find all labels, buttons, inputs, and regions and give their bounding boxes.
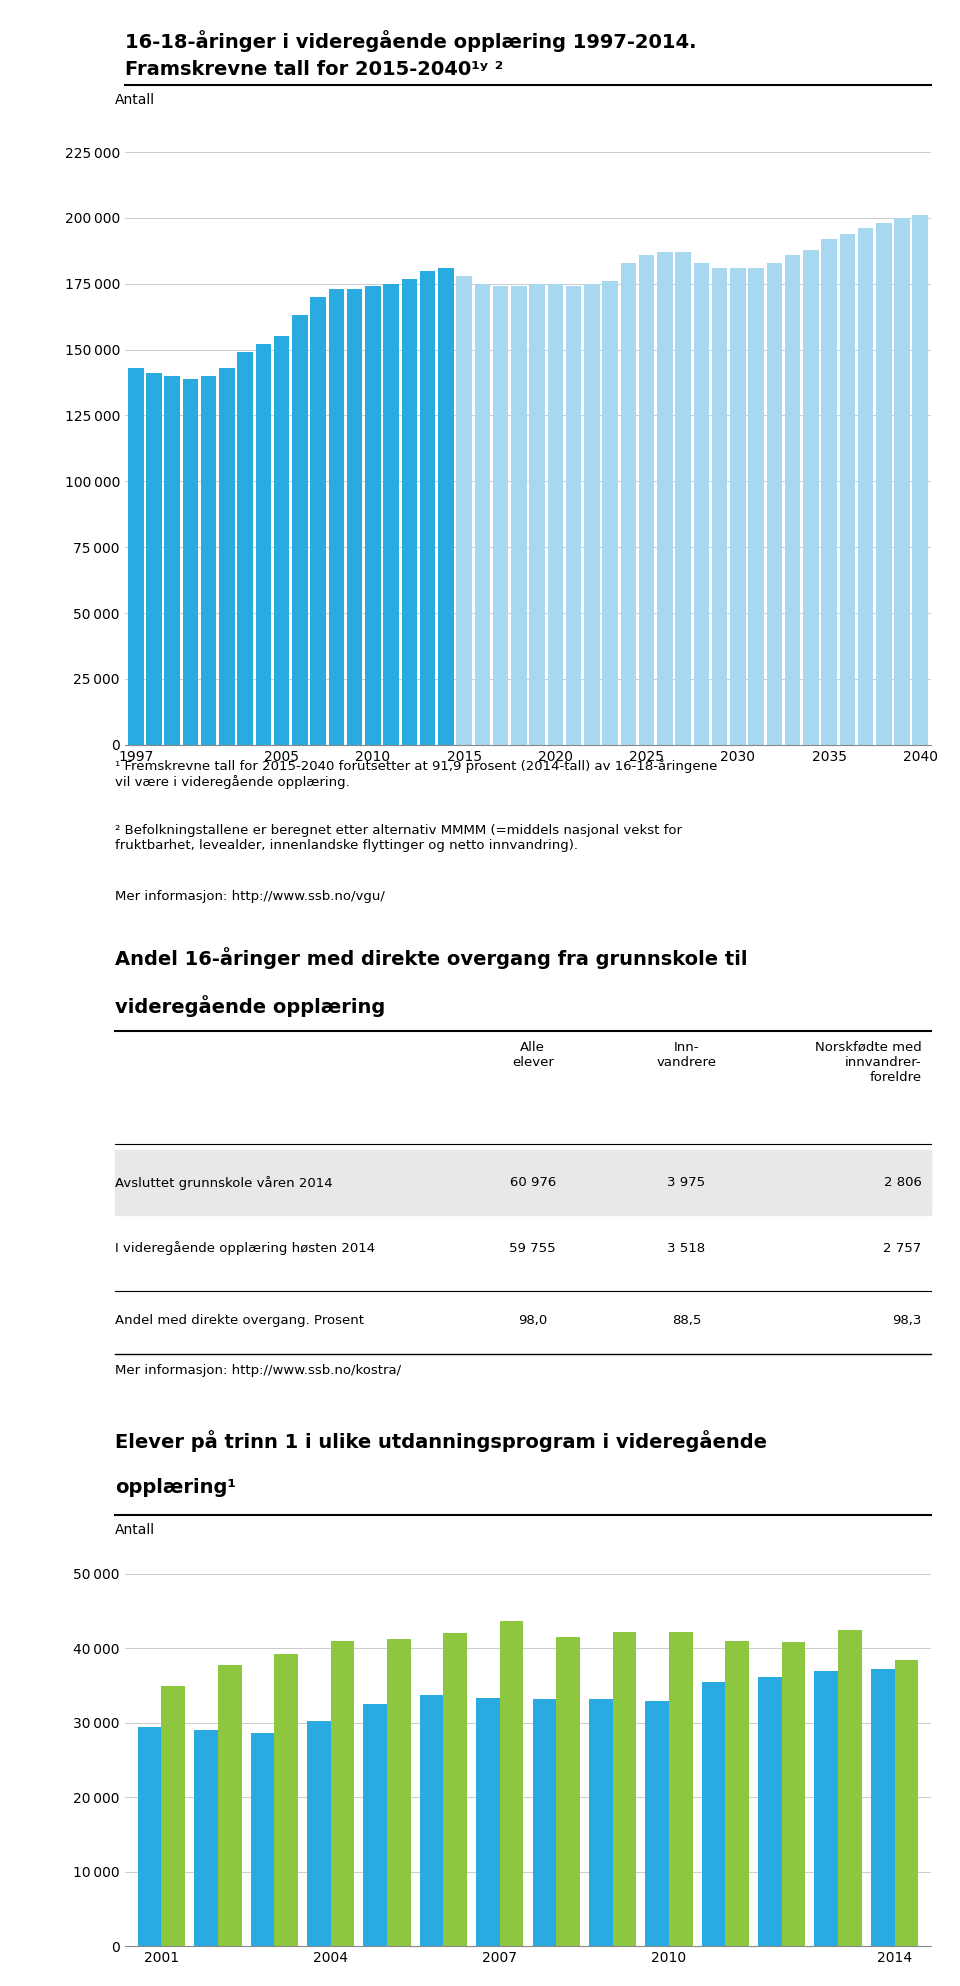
Text: opplæring¹: opplæring¹	[115, 1478, 236, 1497]
Text: ² Befolkningstallene er beregnet etter alternativ MMMM (=middels nasjonal vekst : ² Befolkningstallene er beregnet etter a…	[115, 824, 683, 852]
Bar	[529, 284, 545, 745]
Bar	[711, 268, 728, 745]
Text: 2 806: 2 806	[884, 1176, 922, 1190]
Text: Andel 16-åringer med direkte overgang fra grunnskole til: Andel 16-åringer med direkte overgang fr…	[115, 947, 748, 969]
Bar	[292, 316, 308, 745]
Bar	[328, 290, 345, 745]
Bar	[584, 284, 600, 745]
Bar	[693, 262, 709, 745]
Text: Norskfødte med
innvandrer-
foreldre: Norskfødte med innvandrer- foreldre	[815, 1041, 922, 1084]
Bar	[702, 1682, 726, 1946]
Bar	[474, 284, 491, 745]
Bar	[274, 336, 290, 745]
Bar	[237, 352, 253, 745]
Bar	[500, 1621, 523, 1946]
Text: 59 755: 59 755	[510, 1241, 556, 1255]
Bar	[347, 290, 363, 745]
Bar	[383, 284, 399, 745]
Bar	[438, 268, 454, 745]
Bar	[895, 1660, 918, 1946]
Bar	[638, 254, 655, 745]
Bar	[645, 1700, 669, 1946]
Bar	[669, 1632, 693, 1946]
Bar	[588, 1698, 612, 1946]
Text: 60 976: 60 976	[510, 1176, 556, 1190]
Text: I videregående opplæring høsten 2014: I videregående opplæring høsten 2014	[115, 1241, 375, 1255]
Bar	[657, 252, 673, 745]
Bar	[128, 367, 143, 745]
Text: 3 518: 3 518	[667, 1241, 706, 1255]
Bar	[251, 1732, 275, 1946]
Bar	[784, 254, 801, 745]
Bar	[748, 268, 764, 745]
Bar	[363, 1704, 387, 1946]
Bar	[533, 1698, 556, 1946]
Bar	[511, 286, 527, 745]
Bar	[182, 379, 198, 745]
Bar	[365, 286, 381, 745]
Bar	[164, 375, 180, 745]
Text: Andel med direkte overgang. Prosent: Andel med direkte overgang. Prosent	[115, 1315, 364, 1327]
Bar	[476, 1698, 500, 1946]
Bar	[766, 262, 782, 745]
Bar	[547, 284, 564, 745]
Bar	[871, 1668, 895, 1946]
Bar	[444, 1632, 468, 1946]
Bar	[456, 276, 472, 745]
Bar	[201, 375, 216, 745]
Bar	[146, 373, 161, 745]
Bar	[675, 252, 691, 745]
Bar	[420, 270, 436, 745]
Bar	[387, 1640, 411, 1946]
Bar	[602, 282, 618, 745]
Bar	[310, 298, 326, 745]
Text: Inn-
vandrere: Inn- vandrere	[657, 1041, 716, 1068]
Text: Mer informasjon: http://www.ssb.no/vgu/: Mer informasjon: http://www.ssb.no/vgu/	[115, 890, 385, 904]
Bar	[730, 268, 746, 745]
Text: 98,3: 98,3	[892, 1315, 922, 1327]
Bar	[803, 250, 819, 745]
Bar	[814, 1670, 838, 1946]
Text: Antall: Antall	[115, 93, 156, 107]
Text: videregående opplæring: videregående opplæring	[115, 995, 386, 1017]
Text: Avsluttet grunnskole våren 2014: Avsluttet grunnskole våren 2014	[115, 1176, 333, 1190]
Bar	[138, 1726, 161, 1946]
Bar	[895, 218, 910, 745]
Bar	[492, 286, 509, 745]
Text: Framskrevne tall for 2015-2040¹ʸ ²: Framskrevne tall for 2015-2040¹ʸ ²	[125, 60, 503, 79]
Text: Mer informasjon: http://www.ssb.no/kostra/: Mer informasjon: http://www.ssb.no/kostr…	[115, 1364, 401, 1378]
Text: 3 975: 3 975	[667, 1176, 706, 1190]
Text: 98,0: 98,0	[518, 1315, 547, 1327]
Bar	[838, 1631, 862, 1946]
Bar	[420, 1696, 444, 1946]
Text: 88,5: 88,5	[672, 1315, 701, 1327]
Bar	[876, 222, 892, 745]
Bar	[726, 1640, 749, 1946]
Bar	[401, 278, 418, 745]
Text: Alle
elever: Alle elever	[512, 1041, 554, 1068]
Text: ¹ Fremskrevne tall for 2015-2040 forutsetter at 91,9 prosent (2014-tall) av 16-1: ¹ Fremskrevne tall for 2015-2040 forutse…	[115, 759, 717, 788]
Bar	[620, 262, 636, 745]
Text: 16-18-åringer i videregående opplæring 1997-2014.: 16-18-åringer i videregående opplæring 1…	[125, 30, 696, 52]
Bar	[565, 286, 582, 745]
Bar	[913, 214, 928, 745]
Text: Elever på trinn 1 i ulike utdanningsprogram i videregående: Elever på trinn 1 i ulike utdanningsprog…	[115, 1430, 767, 1452]
Bar	[840, 234, 855, 745]
Bar	[194, 1730, 218, 1946]
Bar	[307, 1722, 330, 1946]
Bar	[161, 1686, 185, 1946]
Bar	[781, 1642, 805, 1946]
Bar	[758, 1676, 781, 1946]
Bar	[218, 1664, 242, 1946]
Bar	[612, 1632, 636, 1946]
Bar	[275, 1654, 298, 1946]
Bar	[858, 228, 874, 745]
Bar	[330, 1640, 354, 1946]
Text: 2 757: 2 757	[883, 1241, 922, 1255]
Bar	[821, 238, 837, 745]
Bar	[556, 1636, 580, 1946]
Bar	[255, 344, 272, 745]
Text: Antall: Antall	[115, 1523, 156, 1537]
Bar	[219, 367, 235, 745]
